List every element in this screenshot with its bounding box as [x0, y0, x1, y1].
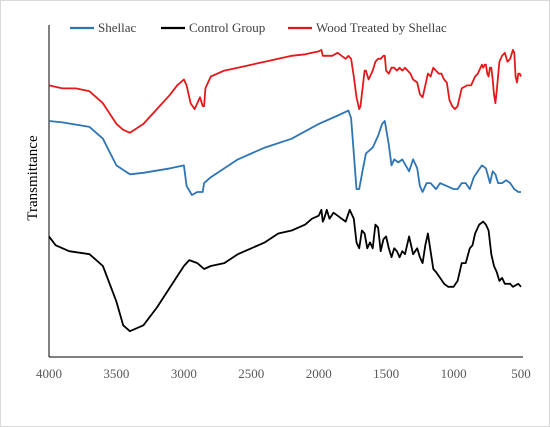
x-tick-label-2500: 2500: [238, 366, 264, 381]
legend-label: Wood Treated by Shellac: [316, 20, 447, 35]
x-tick-label-500: 500: [511, 366, 531, 381]
legend-item-control-group: Control Group: [161, 20, 265, 35]
x-axis-ticks: 4000 3500 3000 2500 2000 1500 1000 500: [36, 366, 531, 381]
legend-item-wood-treated-by-shellac: Wood Treated by Shellac: [288, 20, 447, 35]
series-line-shellac: [48, 109, 521, 196]
legend-label: Shellac: [98, 20, 136, 35]
x-tick-label-4000: 4000: [36, 366, 62, 381]
x-tick-label-2000: 2000: [306, 366, 332, 381]
series-lines: [48, 49, 522, 333]
x-tick-label-3000: 3000: [171, 366, 197, 381]
x-tick-label-1500: 1500: [373, 366, 399, 381]
legend-item-shellac: Shellac: [70, 20, 136, 35]
series-line-wood-treated-by-shellac: [48, 49, 522, 134]
y-axis-title: Transmittance: [25, 135, 41, 221]
x-tick-label-1000: 1000: [441, 366, 467, 381]
legend: Shellac Control Group Wood Treated by Shel…: [70, 20, 447, 35]
series-line-control-group: [48, 208, 522, 333]
legend-label: Control Group: [189, 20, 265, 35]
x-tick-label-3500: 3500: [103, 366, 129, 381]
